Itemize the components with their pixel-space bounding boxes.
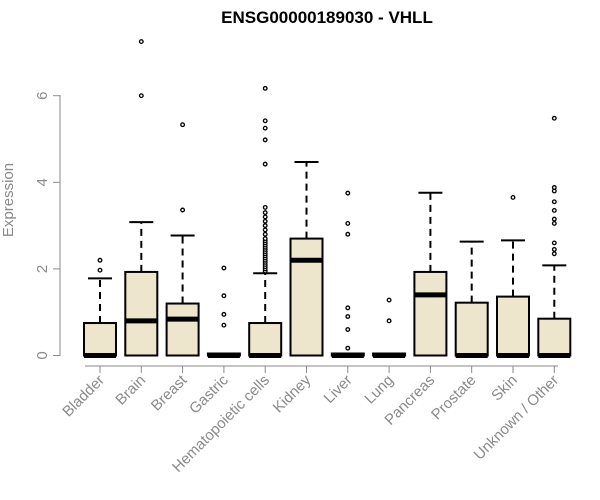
outlier-point — [180, 207, 186, 213]
outlier-point — [221, 322, 227, 328]
outlier-point — [551, 199, 557, 205]
box-rect — [289, 237, 324, 357]
outlier-point — [551, 207, 557, 213]
outlier-point — [510, 195, 516, 200]
y-tick-label: 4 — [34, 178, 51, 186]
outlier-point — [221, 293, 227, 299]
outlier-point — [345, 314, 351, 319]
x-tick-label: Breast — [148, 371, 191, 414]
chart-title: ENSG00000189030 - VHLL — [221, 8, 433, 27]
outlier-point — [262, 85, 268, 91]
box-rect — [413, 270, 448, 357]
box-breast — [165, 122, 200, 357]
outlier-point — [345, 231, 351, 237]
box-prostate — [454, 240, 489, 358]
outlier-point — [345, 190, 351, 196]
outlier-point — [551, 220, 557, 226]
outlier-point — [551, 115, 557, 121]
box-rect — [124, 270, 159, 357]
box-rect — [165, 302, 200, 357]
outlier-point — [551, 246, 557, 252]
box-bladder — [83, 257, 117, 358]
outlier-point — [551, 240, 557, 246]
x-tick-label: Skin — [488, 372, 521, 405]
box-rect — [537, 317, 572, 357]
outlier-point — [180, 122, 186, 128]
outlier-point — [262, 118, 268, 124]
outlier-point — [262, 231, 268, 237]
y-ticks: 0 2 4 6 — [34, 92, 60, 360]
outlier-point — [262, 227, 268, 233]
box-kidney — [289, 160, 324, 357]
x-tick-label: Prostate — [428, 372, 480, 424]
y-tick-label: 0 — [34, 351, 51, 359]
outlier-point — [551, 185, 557, 190]
outlier-point — [345, 345, 351, 351]
outlier-point — [262, 204, 268, 210]
box-skin — [496, 195, 530, 358]
box-gastric — [206, 265, 241, 358]
box-unknown-other — [537, 115, 572, 358]
box-rect — [496, 295, 530, 357]
x-tick-label: Kidney — [270, 371, 315, 416]
outlier-point — [386, 318, 392, 324]
box-brain — [124, 39, 159, 357]
outlier-point — [386, 297, 392, 303]
outlier-point — [221, 311, 227, 317]
box-rect — [83, 322, 117, 357]
outlier-point — [138, 39, 144, 45]
box-liver — [330, 190, 365, 358]
outlier-point — [97, 257, 103, 263]
y-axis-label: Expression — [0, 163, 17, 237]
outlier-point — [262, 125, 268, 131]
outlier-point — [262, 161, 268, 167]
outlier-point — [551, 251, 557, 257]
boxes-group — [83, 39, 572, 358]
outlier-point — [262, 218, 268, 224]
outlier-point — [345, 327, 351, 332]
box-lung — [372, 297, 407, 358]
outlier-point — [138, 93, 144, 99]
outlier-point — [221, 265, 227, 271]
y-tick-label: 2 — [34, 265, 51, 273]
outlier-point — [262, 236, 268, 242]
x-tick-label: Liver — [321, 372, 356, 407]
outlier-point — [262, 210, 268, 216]
box-rect — [248, 322, 283, 357]
x-tick-label: Bladder — [59, 372, 108, 421]
x-tick-label: Lung — [361, 372, 397, 408]
outlier-point — [262, 223, 268, 229]
outlier-point — [262, 214, 268, 220]
outlier-point — [345, 220, 351, 226]
outlier-point — [97, 267, 103, 273]
outlier-point — [262, 137, 268, 143]
outlier-point — [345, 305, 351, 311]
x-tick-label: Brain — [112, 372, 149, 409]
box-hematopoietic-cells — [248, 85, 283, 358]
y-tick-label: 6 — [34, 92, 51, 100]
box-rect — [454, 301, 489, 357]
outlier-point — [551, 216, 557, 222]
box-pancreas — [413, 191, 448, 357]
